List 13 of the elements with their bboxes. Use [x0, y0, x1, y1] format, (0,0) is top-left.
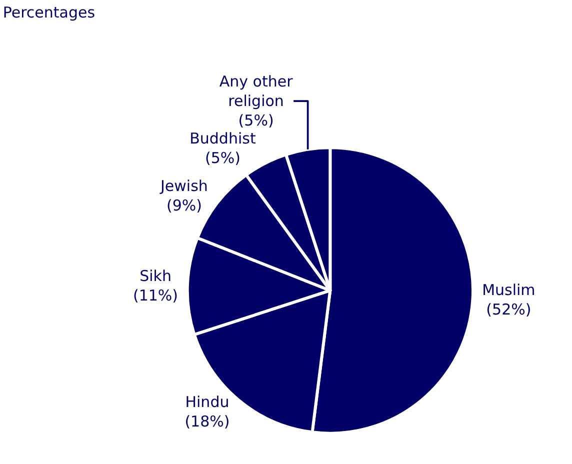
data-label: (9%)	[166, 196, 202, 215]
data-label: (18%)	[184, 412, 230, 430]
chart-title: Percentages	[2, 3, 96, 22]
slice-label: Hindu	[185, 392, 230, 411]
data-label: (11%)	[132, 286, 178, 305]
slice-label: Jewish	[160, 177, 208, 196]
data-label: (5%)	[204, 149, 240, 168]
slice-label: Muslim	[482, 280, 536, 299]
slice-label: Sikh	[140, 267, 172, 286]
data-label: (5%)	[238, 112, 274, 130]
slice-label: Buddhist	[190, 130, 256, 148]
slice-label: Any other religion	[219, 72, 294, 110]
data-label: (52%)	[486, 300, 532, 318]
